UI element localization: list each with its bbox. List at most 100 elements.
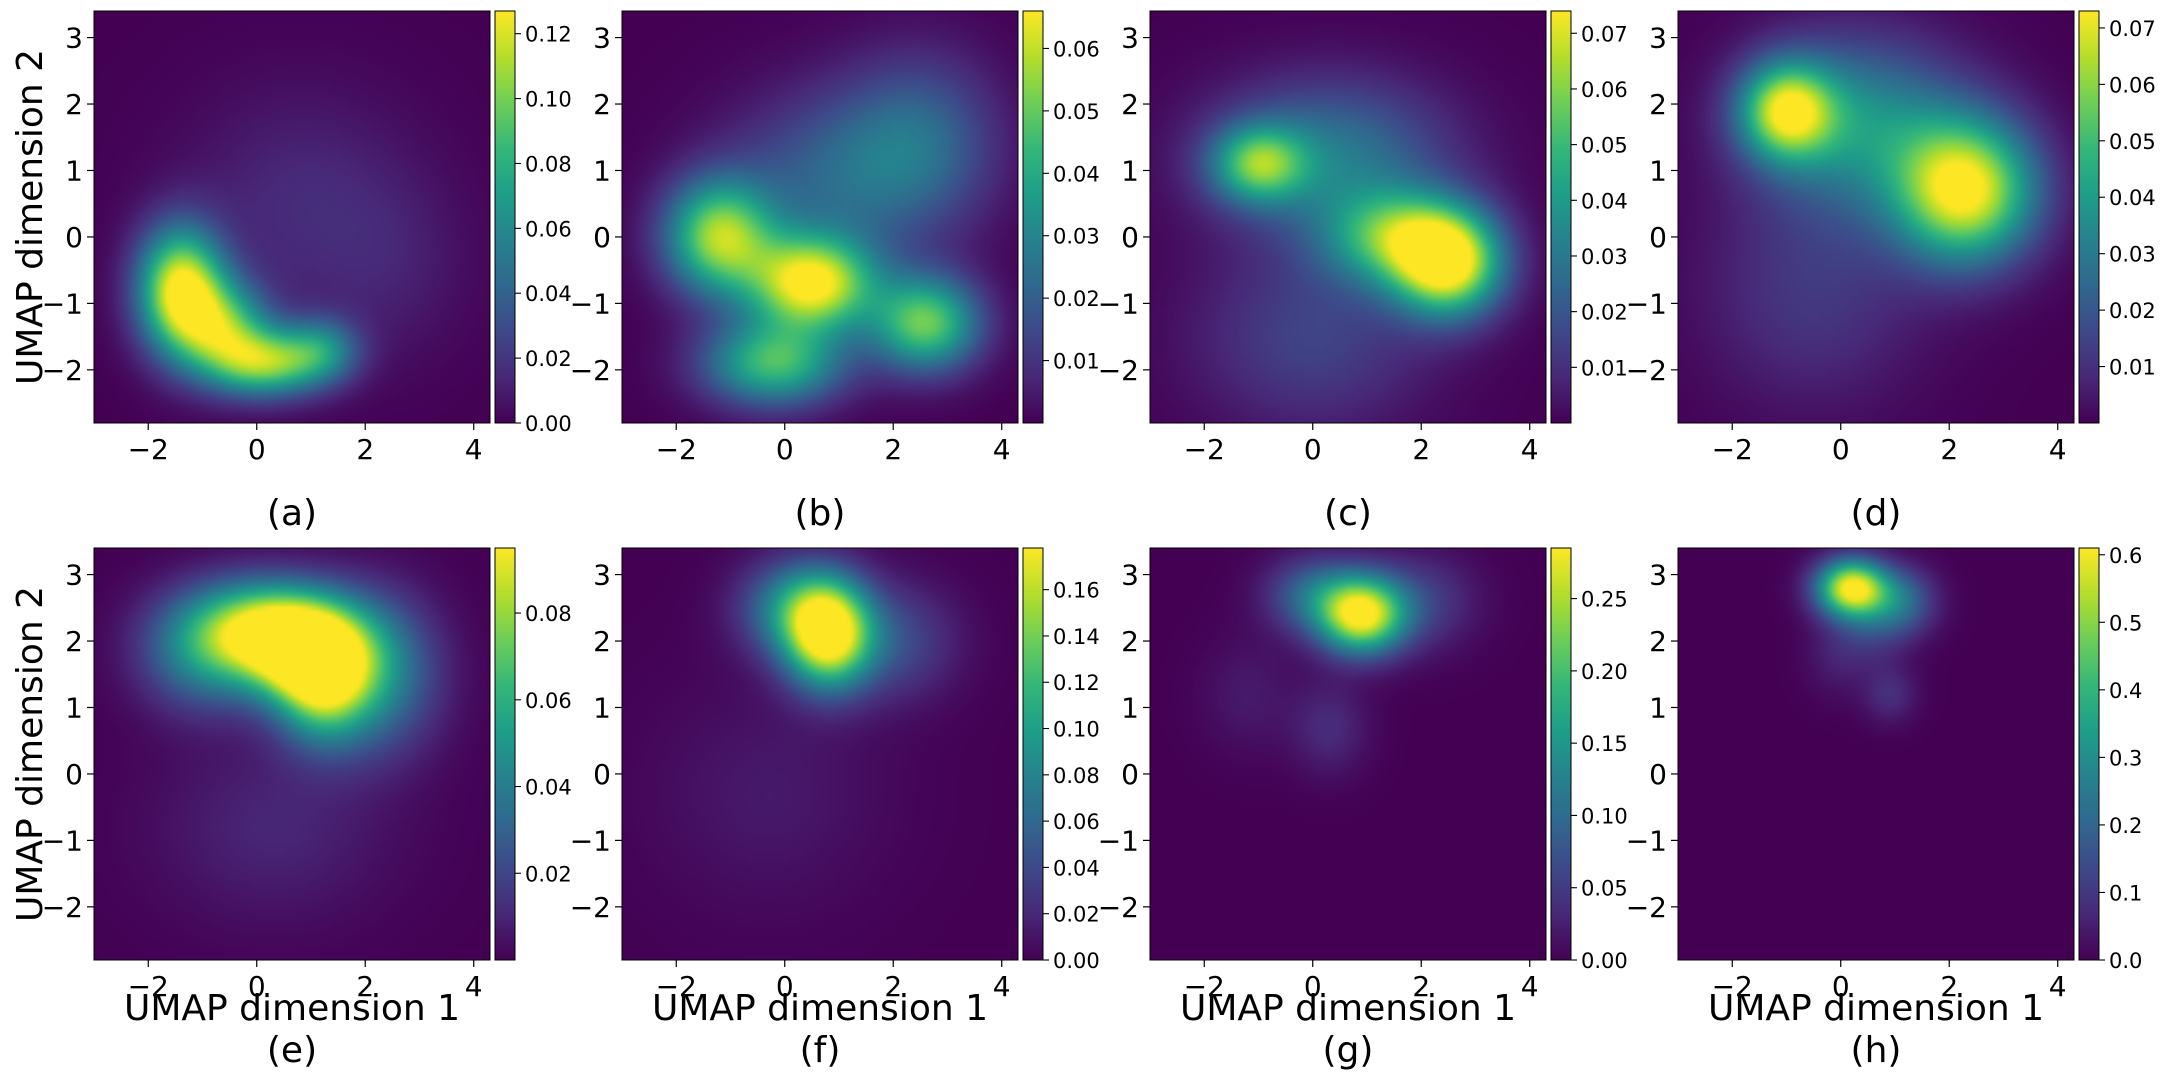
panel-caption: (h) (1851, 1030, 1902, 1071)
y-tick-label: 3 (593, 22, 611, 55)
x-tick-label: −2 (656, 970, 697, 1003)
x-tick-label: 2 (884, 970, 902, 1003)
y-tick-label: 2 (1121, 88, 1139, 121)
panel-f: −2 0 2 4 −2 −1 0 1 2 3 0.00 0.02 0.04 0.06 0.08 0.10 0.1… (570, 547, 1100, 1071)
colorbar-tick-label: 0.06 (525, 217, 572, 241)
y-tick-label: 3 (1649, 559, 1667, 592)
y-tick-label: −1 (1098, 824, 1139, 857)
x-tick-label: 2 (356, 970, 374, 1003)
colorbar-tick-label: 0.03 (2109, 243, 2156, 267)
colorbar-tick-label: 0.04 (525, 776, 572, 800)
plot-frame (1149, 10, 1547, 424)
y-tick-label: 0 (593, 758, 611, 791)
panel-d: −2 0 2 4 −2 −1 0 1 2 3 0.01 0.02 0.03 0.04 0.05 0.06 0.0… (1626, 10, 2156, 534)
y-tick-label: 2 (1649, 625, 1667, 658)
y-tick-label: 2 (1121, 625, 1139, 658)
x-tick-label: 4 (1521, 433, 1539, 466)
colorbar-tick-label: 0.6 (2109, 544, 2142, 568)
colorbar-tick-label: 0.0 (2109, 949, 2142, 973)
colorbar-tick-label: 0.02 (1053, 903, 1100, 927)
colorbar-frame (1022, 547, 1044, 961)
panel-caption: (g) (1323, 1030, 1374, 1071)
x-tick-label: 4 (993, 970, 1011, 1003)
y-tick-label: 0 (1121, 758, 1139, 791)
x-tick-label: 2 (1940, 433, 1958, 466)
colorbar-tick-label: 0.06 (2109, 73, 2156, 97)
y-tick-label: 2 (593, 625, 611, 658)
y-tick-label: −2 (570, 891, 611, 924)
x-tick-label: −2 (128, 970, 169, 1003)
colorbar-tick-label: 0.02 (2109, 299, 2156, 323)
colorbar (1023, 11, 1043, 423)
density-heatmap (94, 11, 490, 423)
colorbar-frame (1022, 10, 1044, 424)
y-tick-label: −1 (1098, 287, 1139, 320)
density-heatmap (1150, 11, 1546, 423)
y-tick-label: 1 (1121, 154, 1139, 187)
x-tick-label: 4 (1521, 970, 1539, 1003)
x-tick-label: 2 (1940, 970, 1958, 1003)
y-tick-label: 1 (1121, 691, 1139, 724)
colorbar-tick-label: 0.00 (1581, 949, 1628, 973)
y-tick-label: −1 (570, 287, 611, 320)
y-tick-label: −2 (1626, 891, 1667, 924)
colorbar-frame (2078, 10, 2100, 424)
colorbar-frame (1550, 10, 1572, 424)
colorbar-tick-label: 0.00 (1053, 949, 1100, 973)
colorbar-tick-label: 0.15 (1581, 732, 1628, 756)
colorbar-tick-label: 0.00 (525, 412, 572, 436)
x-tick-label: 0 (248, 970, 266, 1003)
colorbar-tick-label: 0.05 (1581, 134, 1628, 158)
colorbar-tick-label: 0.10 (525, 88, 572, 112)
panel-e: −2 0 2 4 −2 −1 0 1 2 3 0.02 0.04 0.06 0.08 UMAP dimens… (10, 547, 572, 1071)
plot-frame (621, 10, 1019, 424)
colorbar-frame (1550, 547, 1572, 961)
x-tick-label: 4 (2049, 970, 2067, 1003)
y-tick-label: 1 (593, 691, 611, 724)
colorbar-tick-label: 0.05 (1053, 100, 1100, 124)
colorbar-tick-label: 0.01 (1053, 350, 1100, 374)
colorbar-tick-label: 0.20 (1581, 660, 1628, 684)
plot-frame (93, 10, 491, 424)
plot-frame (1677, 10, 2075, 424)
y-tick-label: 3 (1649, 22, 1667, 55)
colorbar-tick-label: 0.1 (2109, 881, 2142, 905)
colorbar-frame (2078, 547, 2100, 961)
colorbar-tick-label: 0.06 (1053, 37, 1100, 61)
colorbar-tick-label: 0.05 (2109, 130, 2156, 154)
x-tick-label: −2 (1184, 433, 1225, 466)
colorbar-tick-label: 0.12 (525, 23, 572, 47)
x-tick-label: 4 (993, 433, 1011, 466)
x-tick-label: −2 (128, 433, 169, 466)
y-tick-label: 1 (65, 691, 83, 724)
y-tick-label: 2 (65, 625, 83, 658)
colorbar-tick-label: 0.04 (2109, 186, 2156, 210)
y-tick-label: −1 (42, 287, 83, 320)
x-tick-label: 0 (1304, 970, 1322, 1003)
x-tick-label: 2 (1412, 970, 1430, 1003)
colorbar-tick-label: 0.4 (2109, 679, 2142, 703)
colorbar-tick-label: 0.08 (525, 152, 572, 176)
colorbar (1023, 548, 1043, 960)
x-tick-label: 2 (1412, 433, 1430, 466)
panel-g: −2 0 2 4 −2 −1 0 1 2 3 0.00 0.05 0.10 0.15 0.20 0.25 UMA… (1098, 547, 1628, 1071)
plot-frame (93, 547, 491, 961)
x-tick-label: 4 (465, 433, 483, 466)
colorbar-frame (494, 10, 516, 424)
colorbar (1551, 548, 1571, 960)
panel-caption: (b) (795, 493, 846, 534)
y-axis-label: UMAP dimension 2 (10, 49, 51, 385)
panel-b: −2 0 2 4 −2 −1 0 1 2 3 0.01 0.02 0.03 0.04 0.05 0.06 (b) (570, 10, 1100, 534)
colorbar-tick-label: 0.25 (1581, 588, 1628, 612)
density-heatmap (622, 11, 1018, 423)
x-tick-label: 0 (1832, 433, 1850, 466)
x-tick-label: 0 (1832, 970, 1850, 1003)
x-tick-label: −2 (1712, 433, 1753, 466)
colorbar (2079, 548, 2099, 960)
x-tick-label: 0 (776, 433, 794, 466)
colorbar-tick-label: 0.01 (1581, 356, 1628, 380)
colorbar-tick-label: 0.12 (1053, 671, 1100, 695)
density-heatmap (622, 548, 1018, 960)
y-tick-label: 1 (593, 154, 611, 187)
plot-frame (1677, 547, 2075, 961)
